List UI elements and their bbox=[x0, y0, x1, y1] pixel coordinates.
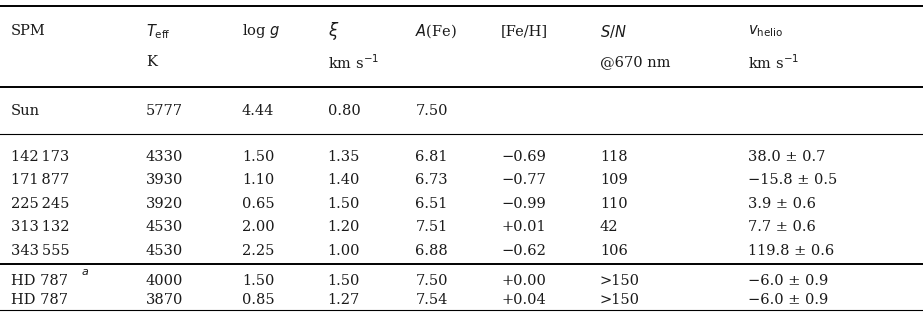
Text: 1.00: 1.00 bbox=[328, 244, 360, 257]
Text: $T_{\rm eff}$: $T_{\rm eff}$ bbox=[146, 22, 171, 41]
Text: 4330: 4330 bbox=[146, 150, 183, 164]
Text: 1.10: 1.10 bbox=[242, 173, 274, 187]
Text: 3870: 3870 bbox=[146, 293, 183, 307]
Text: HD 787: HD 787 bbox=[11, 274, 68, 288]
Text: km s$^{-1}$: km s$^{-1}$ bbox=[748, 53, 798, 72]
Text: K: K bbox=[146, 56, 157, 69]
Text: 7.51: 7.51 bbox=[415, 220, 448, 234]
Text: 42: 42 bbox=[600, 220, 618, 234]
Text: 7.7 ± 0.6: 7.7 ± 0.6 bbox=[748, 220, 816, 234]
Text: 142 173: 142 173 bbox=[11, 150, 69, 164]
Text: 7.54: 7.54 bbox=[415, 293, 448, 307]
Text: $A$(Fe): $A$(Fe) bbox=[415, 22, 457, 40]
Text: SPM: SPM bbox=[11, 24, 46, 38]
Text: −15.8 ± 0.5: −15.8 ± 0.5 bbox=[748, 173, 837, 187]
Text: log $g$: log $g$ bbox=[242, 22, 280, 40]
Text: 38.0 ± 0.7: 38.0 ± 0.7 bbox=[748, 150, 825, 164]
Text: 3920: 3920 bbox=[146, 197, 183, 211]
Text: 119.8 ± 0.6: 119.8 ± 0.6 bbox=[748, 244, 833, 257]
Text: 2.25: 2.25 bbox=[242, 244, 274, 257]
Text: [Fe/H]: [Fe/H] bbox=[501, 24, 548, 38]
Text: $S/N$: $S/N$ bbox=[600, 23, 627, 40]
Text: 6.88: 6.88 bbox=[415, 244, 448, 257]
Text: $\xi$: $\xi$ bbox=[328, 20, 339, 42]
Text: 0.85: 0.85 bbox=[242, 293, 274, 307]
Text: 1.50: 1.50 bbox=[328, 274, 360, 288]
Text: 7.50: 7.50 bbox=[415, 104, 448, 118]
Text: −6.0 ± 0.9: −6.0 ± 0.9 bbox=[748, 293, 828, 307]
Text: 5777: 5777 bbox=[146, 104, 183, 118]
Text: Sun: Sun bbox=[11, 104, 41, 118]
Text: 7.50: 7.50 bbox=[415, 274, 448, 288]
Text: 110: 110 bbox=[600, 197, 628, 211]
Text: km s$^{-1}$: km s$^{-1}$ bbox=[328, 53, 378, 72]
Text: −0.62: −0.62 bbox=[501, 244, 546, 257]
Text: HD 787: HD 787 bbox=[11, 293, 68, 307]
Text: 3.9 ± 0.6: 3.9 ± 0.6 bbox=[748, 197, 816, 211]
Text: 1.27: 1.27 bbox=[328, 293, 360, 307]
Text: @670 nm: @670 nm bbox=[600, 56, 670, 69]
Text: +0.01: +0.01 bbox=[501, 220, 545, 234]
Text: 1.50: 1.50 bbox=[328, 197, 360, 211]
Text: $a$: $a$ bbox=[81, 267, 90, 277]
Text: 2.00: 2.00 bbox=[242, 220, 274, 234]
Text: 313 132: 313 132 bbox=[11, 220, 69, 234]
Text: 6.73: 6.73 bbox=[415, 173, 448, 187]
Text: 6.81: 6.81 bbox=[415, 150, 448, 164]
Text: 3930: 3930 bbox=[146, 173, 183, 187]
Text: −0.77: −0.77 bbox=[501, 173, 545, 187]
Text: 109: 109 bbox=[600, 173, 628, 187]
Text: 4530: 4530 bbox=[146, 220, 183, 234]
Text: 171 877: 171 877 bbox=[11, 173, 69, 187]
Text: 225 245: 225 245 bbox=[11, 197, 69, 211]
Text: −6.0 ± 0.9: −6.0 ± 0.9 bbox=[748, 274, 828, 288]
Text: >150: >150 bbox=[600, 293, 640, 307]
Text: 1.20: 1.20 bbox=[328, 220, 360, 234]
Text: 1.50: 1.50 bbox=[242, 274, 274, 288]
Text: −0.99: −0.99 bbox=[501, 197, 545, 211]
Text: 4000: 4000 bbox=[146, 274, 183, 288]
Text: 1.50: 1.50 bbox=[242, 150, 274, 164]
Text: 4.44: 4.44 bbox=[242, 104, 274, 118]
Text: +0.00: +0.00 bbox=[501, 274, 546, 288]
Text: 343 555: 343 555 bbox=[11, 244, 70, 257]
Text: −0.69: −0.69 bbox=[501, 150, 546, 164]
Text: 1.35: 1.35 bbox=[328, 150, 360, 164]
Text: >150: >150 bbox=[600, 274, 640, 288]
Text: 0.80: 0.80 bbox=[328, 104, 360, 118]
Text: 118: 118 bbox=[600, 150, 628, 164]
Text: $v_{\rm helio}$: $v_{\rm helio}$ bbox=[748, 23, 783, 39]
Text: 106: 106 bbox=[600, 244, 628, 257]
Text: 0.65: 0.65 bbox=[242, 197, 274, 211]
Text: 1.40: 1.40 bbox=[328, 173, 360, 187]
Text: 6.51: 6.51 bbox=[415, 197, 448, 211]
Text: +0.04: +0.04 bbox=[501, 293, 545, 307]
Text: 4530: 4530 bbox=[146, 244, 183, 257]
